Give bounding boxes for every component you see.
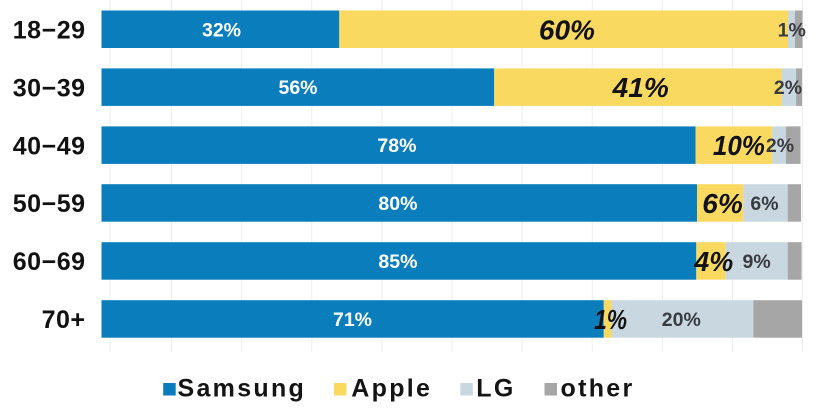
svg-text:1%: 1% xyxy=(778,19,806,41)
svg-text:20%: 20% xyxy=(662,309,701,331)
svg-text:78%: 78% xyxy=(377,135,416,157)
svg-text:10%: 10% xyxy=(713,130,765,161)
svg-text:6%: 6% xyxy=(702,188,743,219)
svg-text:41%: 41% xyxy=(612,72,669,103)
svg-text:1%: 1% xyxy=(594,304,627,335)
svg-text:LG: LG xyxy=(476,374,515,402)
svg-text:2%: 2% xyxy=(774,77,802,99)
svg-text:71%: 71% xyxy=(333,309,372,331)
svg-text:Apple: Apple xyxy=(351,374,432,402)
svg-text:4%: 4% xyxy=(693,246,733,277)
svg-text:Samsung: Samsung xyxy=(178,374,307,402)
svg-text:18−29: 18−29 xyxy=(13,17,86,45)
svg-text:2%: 2% xyxy=(766,135,794,157)
svg-text:80%: 80% xyxy=(378,193,417,215)
svg-text:85%: 85% xyxy=(378,251,417,273)
svg-text:other: other xyxy=(561,374,635,402)
svg-text:56%: 56% xyxy=(278,77,317,99)
svg-text:50−59: 50−59 xyxy=(13,190,86,218)
svg-text:70+: 70+ xyxy=(42,306,86,334)
svg-text:60%: 60% xyxy=(539,14,595,45)
svg-text:32%: 32% xyxy=(202,19,241,41)
svg-text:6%: 6% xyxy=(750,193,778,215)
svg-text:60−69: 60−69 xyxy=(13,248,86,276)
svg-text:30−39: 30−39 xyxy=(13,74,86,102)
svg-text:40−49: 40−49 xyxy=(13,132,86,160)
svg-text:9%: 9% xyxy=(743,251,771,273)
